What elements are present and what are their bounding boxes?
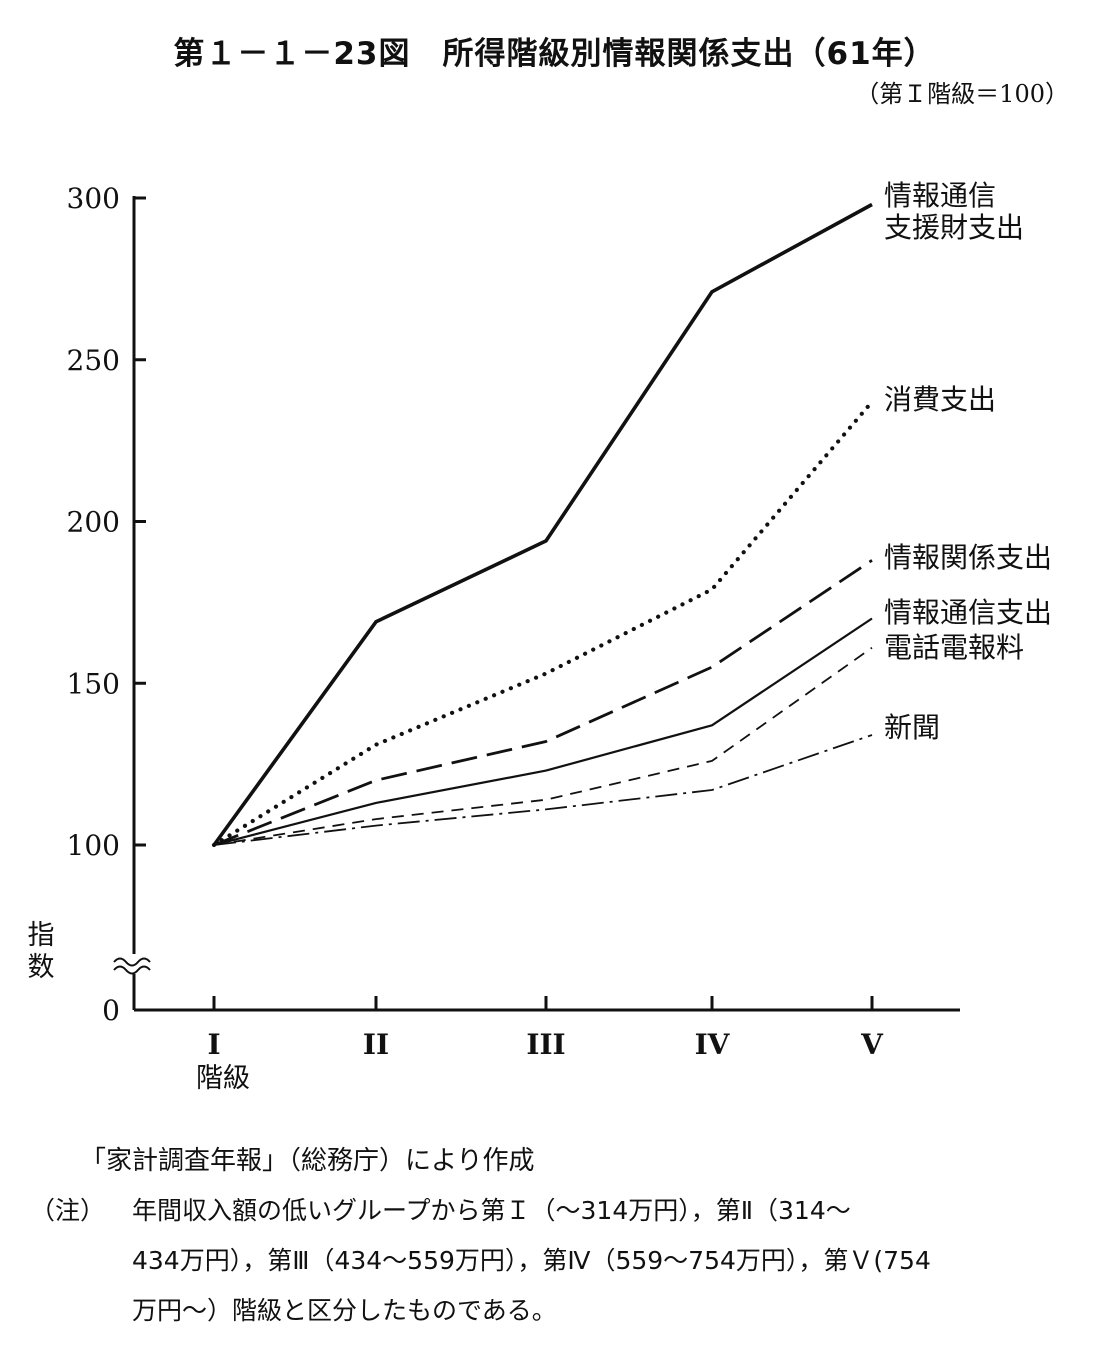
y-tick-label: 150: [67, 667, 120, 700]
series-line-6: [213, 734, 873, 846]
note-line-3: 万円～）階級と区分したものである。: [132, 1296, 557, 1325]
series-lines: [211, 202, 875, 848]
series-line-1: [212, 202, 873, 847]
y-tick-label: 100: [67, 829, 120, 862]
series-line-2: [211, 399, 875, 848]
y-tick-label: 200: [67, 506, 120, 539]
series-label-6: 新聞: [884, 711, 941, 744]
series-label-3: 情報関係支出: [884, 541, 1053, 574]
series-line-4: [213, 617, 873, 847]
y-tick-label: 250: [67, 344, 120, 377]
x-tick-label: III: [526, 1028, 565, 1061]
series-label-4: 情報通信支出: [884, 596, 1053, 629]
source-text: 「家計調査年報」（総務庁）により作成: [80, 1146, 535, 1176]
note-head: （注）: [30, 1196, 106, 1225]
y-tick-label: 0: [102, 994, 120, 1027]
chart-subtitle: （第Ｉ階級＝100）: [855, 80, 1069, 108]
series-label-2: 消費支出: [884, 383, 997, 416]
x-ticks: I II III IV V: [207, 996, 884, 1061]
x-tick-label: IV: [695, 1028, 731, 1061]
series-line-3: [213, 559, 873, 847]
x-tick-label: V: [860, 1028, 884, 1061]
x-tick-label: II: [363, 1028, 389, 1061]
series-line-5: [213, 646, 873, 846]
y-tick-label: 300: [67, 182, 120, 215]
x-tick-label: I: [207, 1028, 220, 1061]
axes: [113, 196, 960, 1012]
chart-title: 第１－１－23図 所得階級別情報関係支出（61年）: [173, 36, 936, 72]
note-line-1: 年間収入額の低いグループから第Ｉ（～314万円），第Ⅱ（314～: [132, 1196, 851, 1225]
note-body: 年間収入額の低いグループから第Ｉ（～314万円），第Ⅱ（314～ 434万円），…: [132, 1186, 1092, 1336]
x-axis-unit: 階級: [196, 1063, 250, 1094]
series-label-1: 情報通信 支援財支出: [884, 179, 1025, 244]
series-label-5: 電話電報料: [884, 631, 1025, 664]
note-line-2: 434万円），第Ⅲ（434～559万円），第Ⅳ（559～754万円），第Ｖ(75…: [132, 1246, 931, 1275]
y-ticks: 0 100 150 200 250 300: [67, 182, 146, 1027]
y-axis-title: 指数: [27, 920, 55, 983]
axis-break-mark: [113, 954, 154, 975]
